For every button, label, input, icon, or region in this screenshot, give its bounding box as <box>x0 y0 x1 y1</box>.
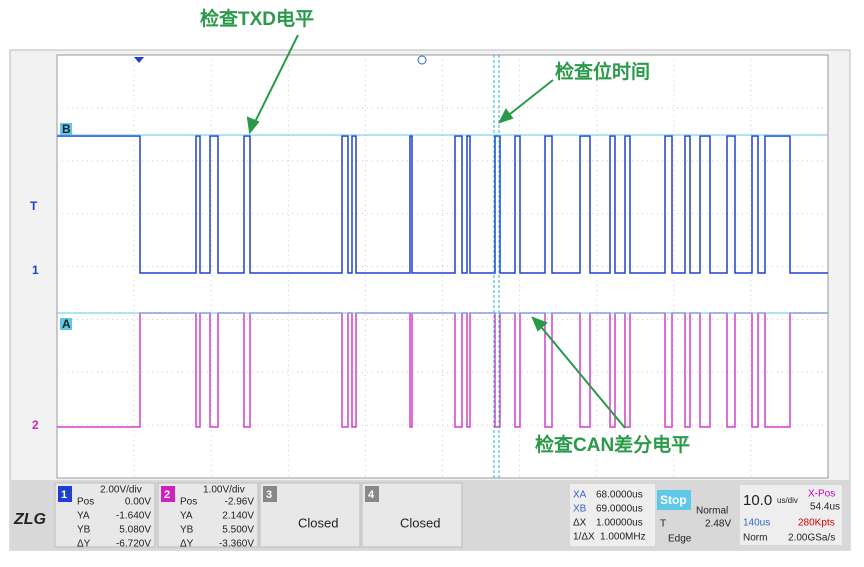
logo: ZLG <box>13 511 46 528</box>
field-label: Pos <box>180 497 197 508</box>
annotation: 检查CAN差分电平 <box>535 433 690 456</box>
timebase-box <box>740 485 842 545</box>
xa-label: XA <box>573 490 587 501</box>
channel-number: 2 <box>164 489 170 501</box>
trigger-type: Edge <box>668 534 692 545</box>
marker-t: T <box>30 199 38 213</box>
channel-scale: 1.00V/div <box>203 485 245 496</box>
marker-ch2: 2 <box>32 418 39 432</box>
marker-b-box <box>60 123 72 135</box>
dx-label: ΔX <box>573 518 587 529</box>
field-label: YA <box>77 511 90 522</box>
field-label: Pos <box>77 497 94 508</box>
center-mark <box>417 55 427 65</box>
field-label: YB <box>180 525 194 536</box>
trigger-level: 2.48V <box>705 519 731 530</box>
field-label: ΔY <box>180 539 194 550</box>
field-label: YB <box>77 525 91 536</box>
marker-ch1: 1 <box>32 263 39 277</box>
grid <box>57 55 828 478</box>
fx-label: 1/ΔX <box>573 532 595 543</box>
sample-rate: 2.00GSa/s <box>788 533 835 544</box>
channel-badge <box>161 486 175 502</box>
channel-scale: 2.00V/div <box>100 485 142 496</box>
t-label: T <box>660 519 666 530</box>
xpos-label: X-Pos <box>808 489 835 500</box>
channel-badge <box>365 486 379 502</box>
channel-number: 1 <box>61 489 67 501</box>
cursor-box <box>570 484 655 546</box>
waveform <box>57 135 828 274</box>
channel-number: 4 <box>368 489 375 501</box>
xb: 69.0000us <box>596 504 643 515</box>
fx: 1.000MHz <box>600 532 646 543</box>
dx: 1.00000us <box>596 518 643 529</box>
marker-a-box <box>60 318 72 330</box>
field-value: -1.640V <box>116 511 151 522</box>
field-value: -2.96V <box>225 497 255 508</box>
points: 280Kpts <box>798 518 835 529</box>
stop-box[interactable] <box>657 490 691 510</box>
waveforms <box>57 135 828 428</box>
trigger-state: Stop <box>660 493 687 507</box>
channel-badge <box>263 486 277 502</box>
time-unit: us/div <box>777 496 798 505</box>
channel-badge <box>58 486 72 502</box>
xa: 68.0000us <box>596 490 643 501</box>
acq-mode: Norm <box>743 533 767 544</box>
window: 140us <box>743 518 770 529</box>
annotation: 检查位时间 <box>555 60 650 83</box>
marker-b: B <box>62 122 71 136</box>
xpos: 54.4us <box>810 502 840 513</box>
field-value: 0.00V <box>125 497 151 508</box>
field-value: 2.140V <box>222 511 254 522</box>
waveform <box>57 312 828 428</box>
field-value: 5.500V <box>222 525 254 536</box>
trigger-mode: Normal <box>696 506 728 517</box>
xb-label: XB <box>573 504 587 515</box>
field-label: YA <box>180 511 193 522</box>
trigger-pos <box>134 57 144 63</box>
annotation: 检查TXD电平 <box>200 7 314 30</box>
field-value: -6.720V <box>116 539 151 550</box>
field-value: 5.080V <box>119 525 151 536</box>
annotation-arrows <box>246 34 626 429</box>
field-label: ΔY <box>77 539 91 550</box>
channel-status: Closed <box>298 515 338 530</box>
field-value: -3.360V <box>219 539 254 550</box>
channel-panel: 1 2.00V/div Pos 0.00V YA -1.640V YB 5.080V ΔY -6.… <box>54 482 463 550</box>
marker-a: A <box>62 317 71 331</box>
channel-status: Closed <box>400 515 440 530</box>
channel-number: 3 <box>266 489 272 501</box>
time-scale: 10.0 <box>743 492 772 509</box>
